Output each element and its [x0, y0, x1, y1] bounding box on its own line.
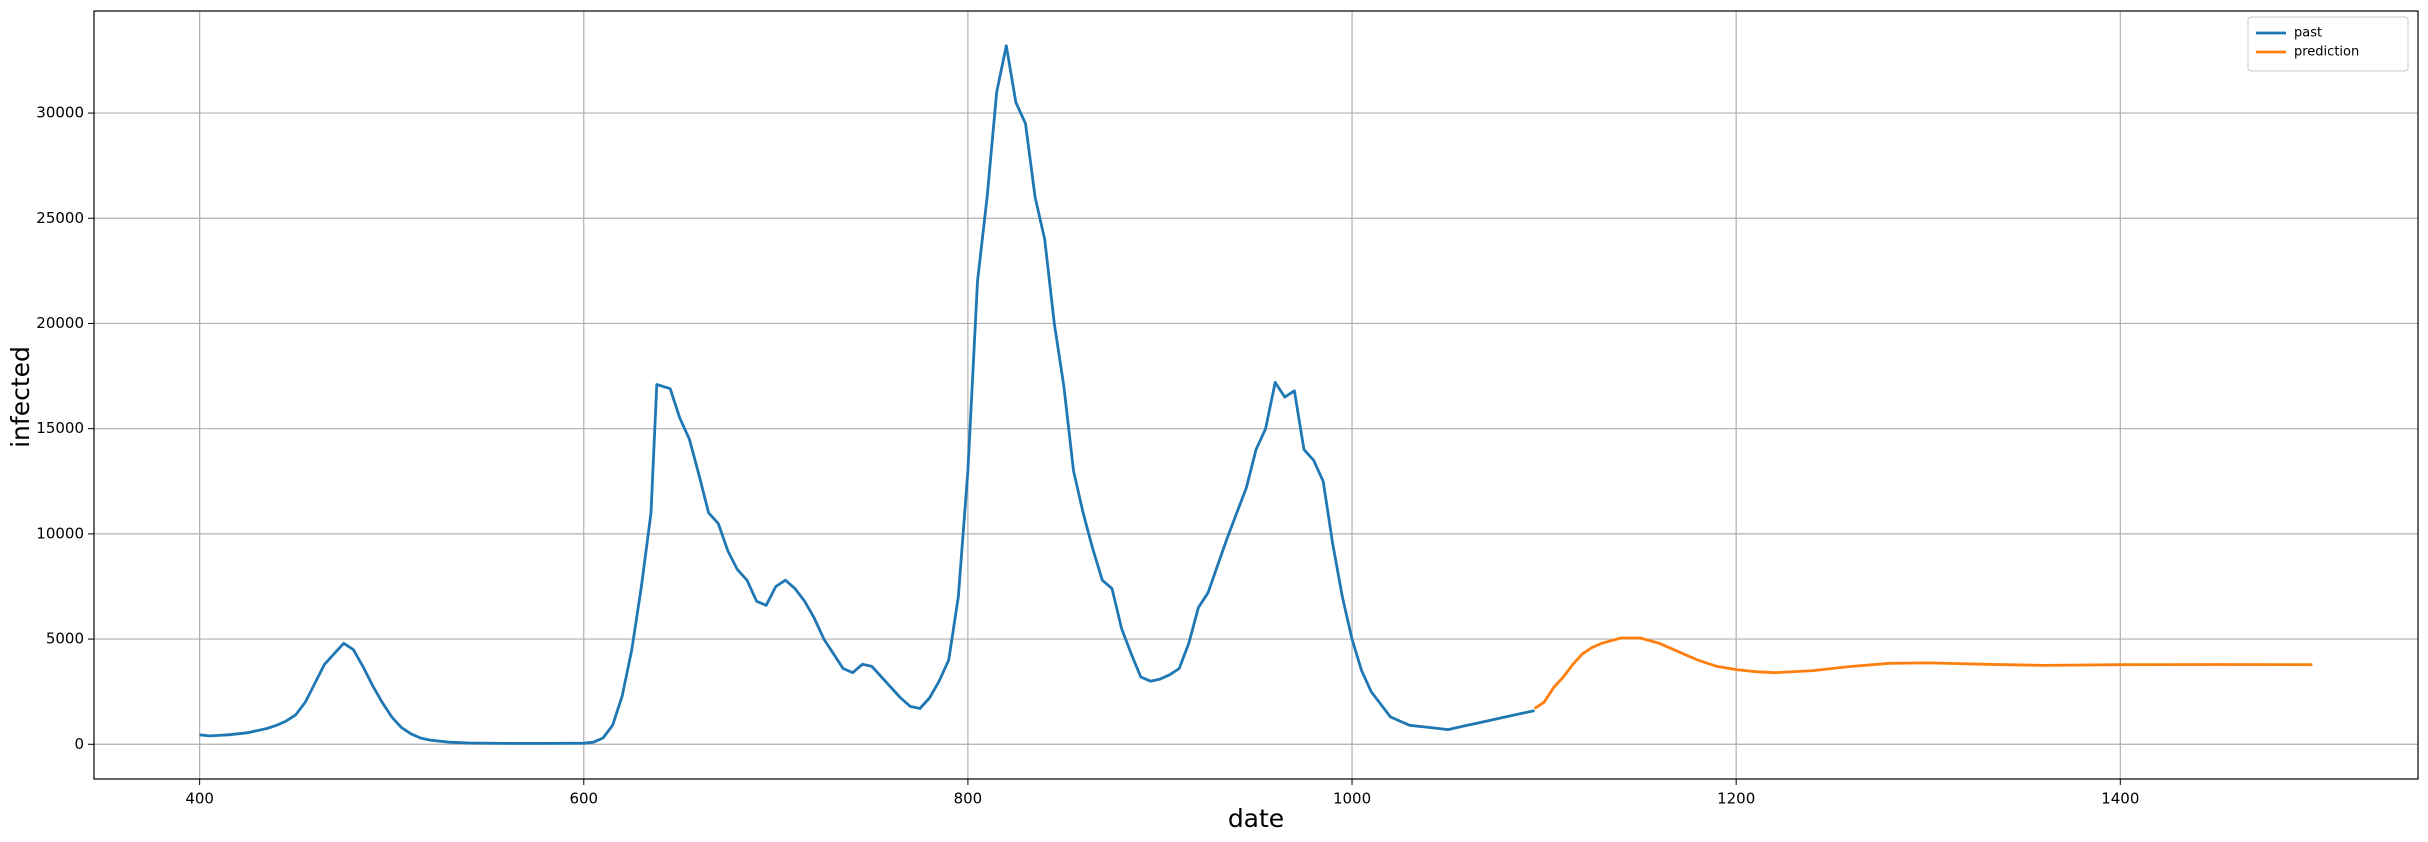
x-tick-label: 1000: [1333, 790, 1371, 808]
x-axis-label: date: [1228, 804, 1284, 833]
legend-label: prediction: [2294, 45, 2359, 60]
legend-label: past: [2294, 26, 2322, 41]
x-tick-label: 800: [954, 790, 983, 808]
y-tick-label: 20000: [36, 314, 84, 332]
legend-box: [2247, 16, 2409, 72]
y-tick-label: 30000: [36, 104, 84, 122]
y-tick-label: 25000: [36, 209, 84, 227]
y-tick-label: 10000: [36, 524, 84, 542]
y-tick-label: 0: [74, 735, 84, 753]
y-tick-label: 5000: [46, 630, 84, 648]
x-tick-label: 600: [569, 790, 598, 808]
y-axis-label: infected: [6, 346, 35, 448]
plot-frame: [93, 10, 2419, 780]
line-series: [1533, 636, 2313, 710]
line-series: [199, 44, 1535, 745]
x-tick-label: 400: [185, 790, 214, 808]
x-tick-label: 1400: [2101, 790, 2139, 808]
x-tick-label: 1200: [1717, 790, 1755, 808]
y-tick-label: 15000: [36, 419, 84, 437]
legend: past prediction: [2247, 16, 2409, 72]
